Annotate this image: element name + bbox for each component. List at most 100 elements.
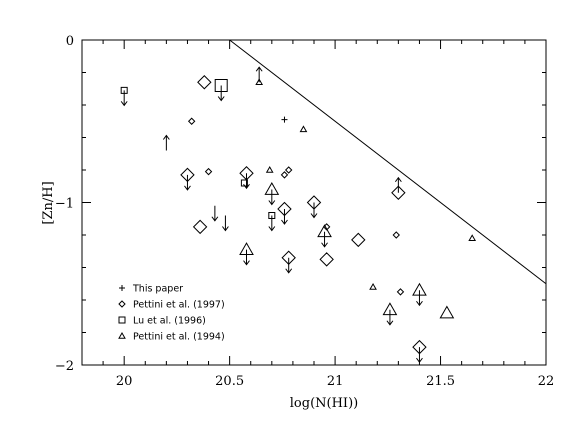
limit-arrow	[211, 205, 219, 222]
triangle-marker	[255, 78, 264, 85]
arrow-head	[386, 320, 394, 326]
this-paper-point	[281, 116, 288, 123]
pettini-1997-point	[197, 75, 212, 90]
arrow-head	[217, 96, 225, 102]
y-tick-label: −1	[55, 197, 74, 212]
pettini-1997-point	[180, 167, 195, 191]
x-tick-label: 22	[538, 374, 555, 389]
y-tick-label: −2	[55, 359, 74, 374]
pettini-1994-point	[239, 242, 254, 266]
diamond-marker	[204, 167, 213, 176]
lu-1996-point	[268, 212, 276, 232]
pettini-1994-point	[412, 282, 427, 307]
legend-label: Pettini et al. (1997)	[133, 300, 225, 311]
pettini-1997-point	[187, 117, 196, 125]
legend-item-lu-1996: Lu et al. (1996)	[118, 316, 206, 327]
y-axis-title: [Zn/H]	[41, 181, 56, 224]
pettini-1997-point	[351, 232, 366, 248]
arrow-head	[321, 242, 328, 248]
limit-arrow	[255, 66, 263, 83]
limit-arrow	[184, 174, 191, 191]
pettini-1997-point	[239, 166, 254, 190]
pettini-1997-point	[284, 166, 293, 174]
legend-label: This paper	[132, 284, 183, 295]
reference-line	[229, 39, 547, 285]
arrow-head	[268, 200, 276, 206]
legend-symbol	[118, 331, 126, 339]
limit-arrow	[243, 249, 250, 266]
limit-arrow	[120, 90, 128, 107]
plus-marker	[281, 116, 288, 123]
pettini-1994-point	[439, 305, 455, 319]
limit-arrow	[416, 290, 423, 307]
limit-arrow	[416, 347, 423, 363]
limit-arrow	[268, 189, 276, 206]
lu-1996-point	[120, 86, 128, 107]
limit-arrow	[386, 309, 394, 326]
limit-arrow	[281, 209, 288, 225]
legend-item-pettini-1997: Pettini et al. (1997)	[118, 300, 225, 311]
limit-arrow	[222, 215, 229, 232]
x-tick-label: 21	[327, 374, 344, 389]
x-tick-label: 20.5	[215, 374, 244, 389]
limit-arrow	[285, 257, 293, 274]
triangle-marker	[468, 234, 477, 241]
diamond-marker	[284, 166, 293, 174]
arrow-head	[268, 226, 276, 232]
pettini-1994-point	[317, 224, 332, 248]
legend-item-pettini-1994: Pettini et al. (1994)	[118, 331, 225, 343]
lu-1996-point	[214, 79, 228, 102]
arrow-head	[281, 219, 288, 225]
diamond-marker	[391, 185, 406, 200]
arrow-head	[394, 176, 402, 183]
y-tick-label: 0	[66, 34, 74, 49]
arrow-head	[310, 213, 318, 219]
pettini-1997-point	[392, 231, 400, 239]
diamond-marker	[192, 219, 208, 235]
diamond-marker	[187, 117, 196, 125]
x-tick-label: 21.5	[426, 374, 455, 389]
pettini-1997-point	[396, 288, 405, 296]
diamond-marker	[319, 252, 334, 267]
limit-arrow-point	[211, 205, 219, 222]
diamond-marker	[396, 288, 405, 296]
pettini-1994-point	[369, 282, 377, 290]
pettini-1997-point	[319, 252, 334, 267]
arrow-head	[222, 226, 229, 232]
diamond-marker	[280, 171, 289, 179]
triangle-marker	[369, 282, 377, 290]
legend-symbol	[118, 300, 126, 308]
legend-symbol	[119, 285, 125, 291]
lu-1996-point	[240, 179, 248, 187]
x-axis-title: log(N(HI))	[290, 396, 358, 411]
pettini-1997-point	[204, 167, 213, 176]
limit-arrow	[394, 176, 402, 193]
diamond-marker	[392, 231, 400, 239]
limit-arrow-point	[222, 215, 229, 232]
pettini-1994-point	[299, 125, 308, 133]
limit-arrow	[162, 134, 170, 151]
pettini-1994-point	[382, 302, 398, 326]
diamond-marker	[197, 75, 212, 90]
limit-arrow	[217, 85, 225, 102]
axes	[81, 39, 547, 366]
legend: This paper Pettini et al. (1997) Lu et al.…	[118, 284, 225, 343]
pettini-1997-point	[391, 176, 406, 200]
legend-symbol	[118, 316, 126, 324]
legend-item-this-paper: This paper	[119, 284, 183, 295]
pettini-1994-point	[255, 66, 264, 85]
arrow-head	[285, 268, 293, 274]
limit-arrow	[310, 202, 318, 219]
triangle-marker	[265, 165, 274, 173]
pettini-1994-point	[468, 234, 477, 241]
pettini-1997-point	[280, 171, 289, 179]
arrow-head	[211, 216, 219, 222]
triangle-marker	[299, 125, 308, 133]
pettini-1997-point	[192, 219, 208, 235]
square-marker	[240, 179, 248, 187]
legend-label: Lu et al. (1996)	[133, 316, 206, 327]
pettini-1997-point	[306, 195, 322, 219]
x-tick-label: 20	[116, 374, 133, 389]
limit-arrow-point	[162, 134, 170, 151]
